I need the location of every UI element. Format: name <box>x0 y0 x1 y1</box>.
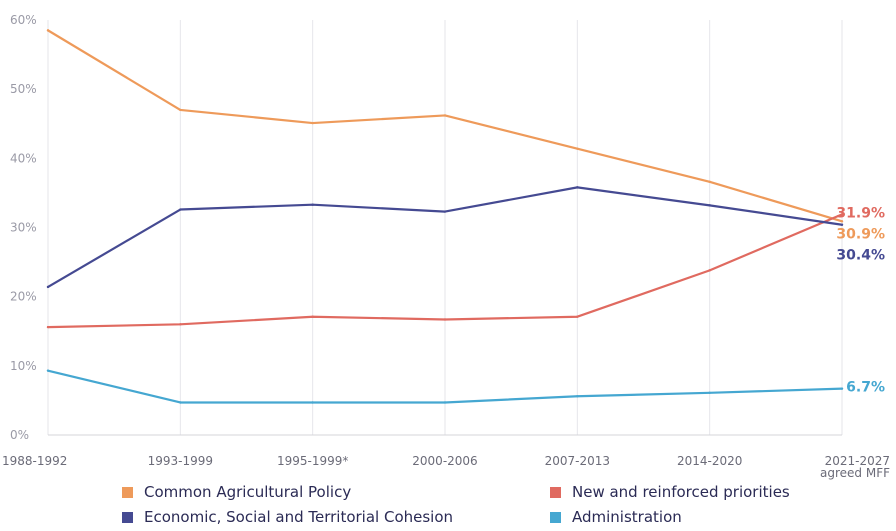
y-axis-ticks: 0% 10% 20% 30% 40% 50% 60% <box>10 13 37 442</box>
y-tick-label: 60% <box>10 13 37 27</box>
data-point <box>46 325 50 329</box>
y-tick-label: 40% <box>10 151 37 165</box>
data-point <box>179 401 182 404</box>
legend-item: Administration <box>550 508 682 526</box>
y-tick-label: 30% <box>10 221 37 235</box>
legend-label: Common Agricultural Policy <box>144 483 351 501</box>
end-value-label: 30.9% <box>836 226 885 242</box>
legend-swatch <box>550 487 561 498</box>
data-point <box>840 223 844 226</box>
data-point <box>576 186 579 189</box>
y-tick-label: 10% <box>10 359 37 373</box>
data-point <box>443 114 447 117</box>
data-point <box>443 401 447 404</box>
x-tick-label: 2021-2027 <box>825 454 890 468</box>
data-point <box>179 323 182 326</box>
x-tick-label: 1993-1999 <box>148 454 213 468</box>
x-tick-label: 2000-2006 <box>412 454 477 468</box>
data-point <box>576 395 579 398</box>
x-tick-label: 2014-2020 <box>677 454 742 468</box>
y-tick-label: 0% <box>10 428 29 442</box>
data-point <box>708 269 711 272</box>
data-point <box>311 315 314 318</box>
grid-lines <box>47 20 843 436</box>
data-point <box>576 147 579 150</box>
end-value-label: 31.9% <box>836 205 885 221</box>
legend-item: New and reinforced priorities <box>550 483 790 501</box>
data-point <box>708 204 711 207</box>
data-point <box>443 318 447 321</box>
legend-item: Common Agricultural Policy <box>122 483 351 501</box>
legend-swatch <box>122 487 133 498</box>
x-tick-label: 2007-2013 <box>545 454 610 468</box>
data-point <box>443 210 447 213</box>
data-point <box>46 29 50 32</box>
y-tick-label: 50% <box>10 82 37 96</box>
legend-swatch <box>122 512 133 523</box>
legend-label: Administration <box>572 508 682 526</box>
legend-item: Economic, Social and Territorial Cohesio… <box>122 508 453 526</box>
data-point <box>179 108 182 112</box>
data-point <box>311 401 314 404</box>
legend-swatch <box>550 512 561 523</box>
data-point <box>840 220 844 223</box>
data-point <box>311 203 314 206</box>
x-tick-label: 1988-1992 <box>2 454 67 468</box>
legend-label: New and reinforced priorities <box>572 483 790 501</box>
data-point <box>840 387 844 390</box>
data-point <box>840 213 844 216</box>
legend: Common Agricultural Policy New and reinfo… <box>122 483 790 526</box>
end-value-label: 30.4% <box>836 247 885 263</box>
data-point <box>179 208 182 211</box>
series-lines <box>46 29 844 404</box>
end-labels: 31.9% 30.9% 30.4% 6.7% <box>836 205 885 395</box>
x-axis-ticks: 1988-1992 1993-1999 1995-1999* 2000-2006 200… <box>2 454 890 480</box>
data-point <box>46 285 50 289</box>
data-point <box>576 315 579 318</box>
data-point <box>46 369 50 372</box>
data-point <box>708 180 711 184</box>
x-tick-label: 1995-1999* <box>277 454 348 468</box>
legend-label: Economic, Social and Territorial Cohesio… <box>144 508 453 526</box>
end-value-label: 6.7% <box>846 380 885 396</box>
data-point <box>311 121 314 125</box>
y-tick-label: 20% <box>10 290 37 304</box>
data-point <box>708 391 711 395</box>
x-tick-sublabel: agreed MFF <box>820 466 890 480</box>
